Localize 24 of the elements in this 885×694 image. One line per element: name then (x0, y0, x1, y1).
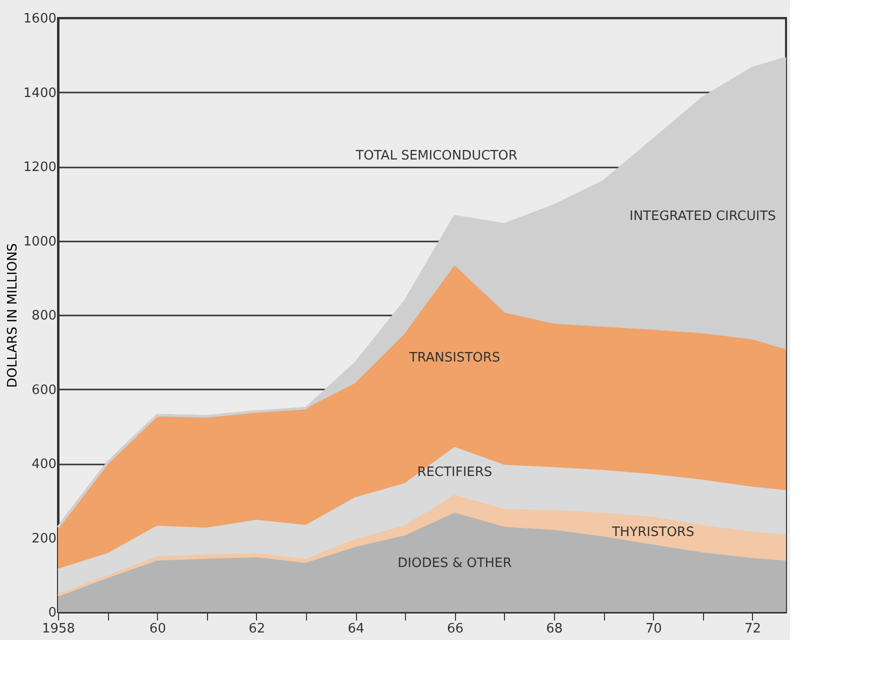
x-tick-label: 64 (348, 622, 364, 636)
series-label: DIODES & OTHER (398, 556, 512, 571)
y-tick-label: 0 (48, 606, 56, 620)
y-tick-label: 400 (32, 457, 56, 472)
x-tick-label: 68 (546, 622, 563, 636)
y-tick-label: 1600 (23, 12, 56, 26)
x-tick-label: 70 (645, 622, 662, 636)
y-tick-label: 600 (32, 382, 56, 398)
x-tick-label: 66 (446, 622, 464, 636)
y-tick-label: 1400 (23, 86, 56, 101)
series-label: TRANSISTORS (408, 350, 500, 366)
x-tick-label: 62 (248, 622, 266, 636)
y-tick-label: 1000 (23, 234, 56, 250)
series-label: RECTIFIERS (417, 465, 492, 480)
x-tick-label: 1958 (42, 622, 76, 636)
y-axis-title: DOLLARS IN MILLIONS (5, 243, 20, 388)
x-tick-label: 60 (149, 622, 166, 636)
y-tick-label: 800 (32, 308, 56, 324)
series-label: THYRISTORS (610, 524, 694, 540)
y-tick-label: 1200 (23, 160, 56, 175)
x-tick-label: 72 (744, 622, 762, 636)
annotation: TOTAL SEMICONDUCTOR (354, 148, 518, 164)
y-tick-label: 200 (32, 531, 56, 546)
series-label: INTEGRATED CIRCUITS (629, 209, 776, 224)
